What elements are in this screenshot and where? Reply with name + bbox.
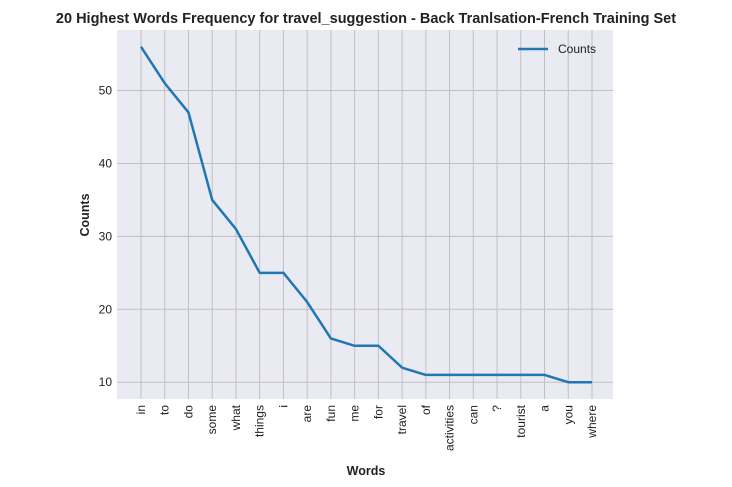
x-tick-label: fun [324, 405, 338, 422]
grid-lines [117, 30, 613, 399]
x-tick-label: where [585, 405, 599, 439]
chart-title: 20 Highest Words Frequency for travel_su… [56, 11, 676, 27]
x-tick-label: things [253, 405, 267, 437]
series-line-counts [139, 46, 592, 384]
legend: Counts [518, 42, 596, 56]
plot-area [117, 30, 613, 399]
x-tick-label: do [181, 405, 195, 419]
x-tick-label: activities [443, 405, 457, 451]
x-tick-label: ? [490, 405, 504, 412]
y-tick-label: 50 [99, 84, 113, 98]
legend-label: Counts [558, 42, 596, 56]
y-tick-labels: 10 20 30 40 50 [99, 84, 113, 390]
y-tick-label: 30 [99, 229, 113, 243]
x-tick-label: i [276, 405, 290, 408]
x-tick-label: to [158, 405, 172, 415]
x-tick-label: what [229, 404, 243, 431]
y-tick-label: 10 [99, 375, 113, 389]
x-tick-label: in [134, 405, 148, 414]
y-axis-label: Counts [78, 193, 92, 236]
x-tick-label: a [538, 405, 552, 412]
y-tick-label: 20 [99, 302, 113, 316]
x-tick-label: travel [395, 405, 409, 434]
x-tick-label: me [348, 405, 362, 422]
series-lines [139, 46, 592, 384]
x-tick-label: some [205, 405, 219, 435]
x-axis-label: Words [347, 464, 386, 478]
x-tick-labels: in to do some what things i are fun me for travel of… [134, 404, 599, 451]
x-tick-label: you [561, 405, 575, 424]
x-tick-label: are [300, 405, 314, 423]
x-tick-label: tourist [514, 404, 528, 437]
x-tick-label: can [466, 405, 480, 424]
y-tick-label: 40 [99, 156, 113, 170]
x-tick-label: of [419, 404, 433, 415]
x-tick-label: for [371, 405, 385, 419]
